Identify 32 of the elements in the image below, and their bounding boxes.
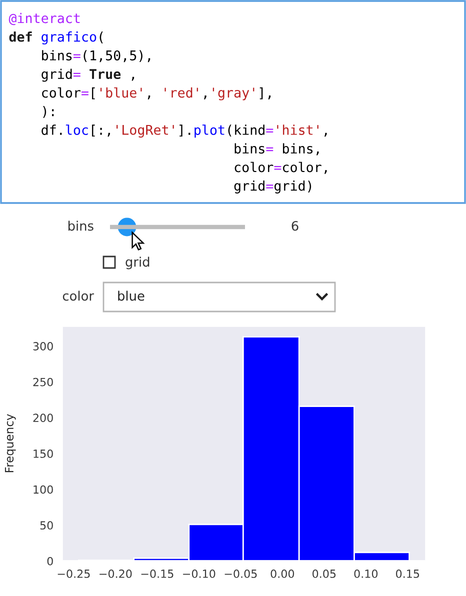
text: bins= bins, xyxy=(234,143,319,156)
x-tick-label: 0.15 xyxy=(396,570,420,578)
y-tick-label: 250 xyxy=(33,378,53,386)
text: grid=grid) xyxy=(234,180,312,194)
text: color xyxy=(62,290,94,301)
x-tick-label: −0.15 xyxy=(141,570,174,578)
text: ): xyxy=(43,106,54,118)
y-tick-label: 200 xyxy=(33,414,53,422)
text: blue xyxy=(118,290,144,301)
x-tick-label: −0.20 xyxy=(100,570,132,578)
text: grid= True , xyxy=(42,68,134,82)
text: color=color, xyxy=(234,162,327,174)
text: df.loc[:,'LogRet'].plot(kind='hist', xyxy=(42,124,327,138)
x-tick-label: 0.00 xyxy=(270,570,294,578)
x-tick-label: −0.25 xyxy=(58,570,90,578)
text: @interact xyxy=(8,12,80,26)
x-tick-label: −0.05 xyxy=(224,570,257,578)
y-tick-label: 150 xyxy=(34,450,53,458)
y-tick-label: 0 xyxy=(47,556,53,566)
x-tick-label: 0.05 xyxy=(312,570,336,578)
x-tick-label: −0.10 xyxy=(183,570,216,578)
y-axis-title: Frequency xyxy=(4,414,16,472)
text: 6 xyxy=(292,220,298,231)
x-tick-label: 0.10 xyxy=(354,570,378,578)
y-tick-label: 300 xyxy=(33,342,53,350)
text: def grafico( xyxy=(9,31,103,44)
y-tick-label: 100 xyxy=(34,485,53,494)
text: grid xyxy=(126,256,150,270)
y-tick-label: 50 xyxy=(40,521,53,530)
text: bins=(1,50,5), xyxy=(42,50,150,62)
text: bins xyxy=(68,220,94,231)
text: color=['blue', 'red','gray'], xyxy=(42,87,271,100)
